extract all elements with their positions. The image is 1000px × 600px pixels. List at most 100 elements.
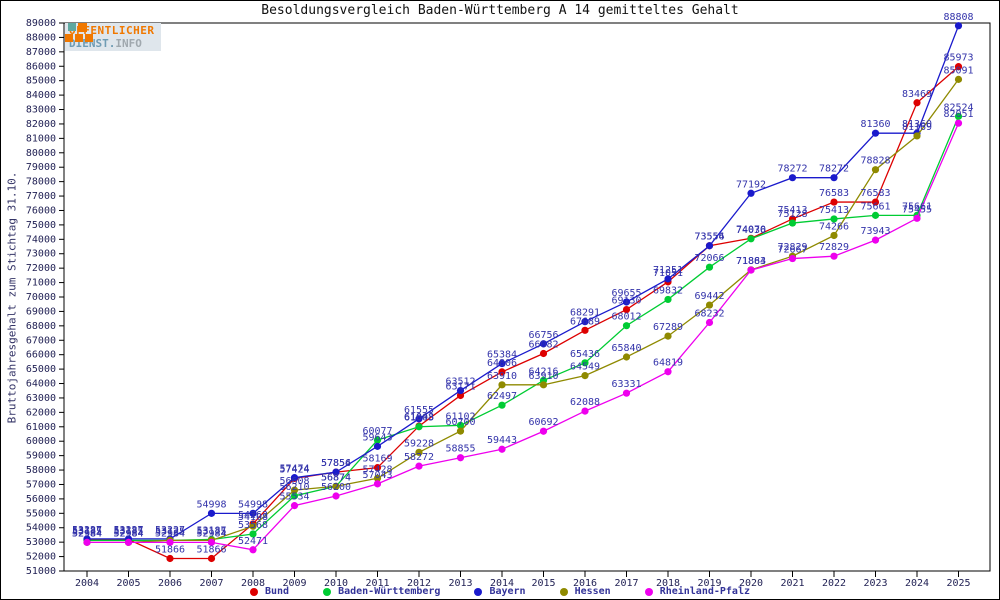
point-value-label: 53568 [238, 520, 268, 531]
point-value-label: 59643 [362, 432, 392, 443]
data-point [539, 340, 548, 348]
x-tick-label: 2017 [614, 578, 638, 589]
point-value-label: 73943 [860, 226, 890, 237]
data-point [83, 538, 91, 546]
y-tick-label: 54000 [26, 523, 56, 534]
logo-line2a: DIENST. [69, 37, 116, 50]
data-point [705, 318, 714, 327]
legend-item-rheinland-pfalz: Rheinland-Pfalz [644, 586, 750, 597]
x-tick-label: 2015 [531, 578, 555, 589]
data-point [664, 275, 672, 283]
y-tick-label: 68000 [26, 321, 56, 332]
y-tick-label: 87000 [26, 47, 56, 58]
y-tick-label: 59000 [26, 451, 56, 462]
data-point [249, 509, 257, 517]
point-value-label: 64806 [487, 358, 517, 369]
series-hessen [83, 75, 963, 546]
logo-line1: ÖFFENTLICHER [69, 24, 155, 37]
data-point [830, 198, 838, 206]
y-tick-label: 71000 [26, 278, 56, 289]
data-point [456, 386, 465, 395]
data-point [913, 214, 921, 222]
point-value-label: 53125 [196, 526, 226, 537]
data-point [415, 415, 423, 423]
data-labels: 53187 53187 51866 51866 54263 57424 57854 58169… [72, 12, 974, 556]
x-tick-label: 2004 [75, 578, 99, 589]
data-point [415, 448, 423, 456]
data-point [705, 301, 714, 309]
x-tick-label: 2022 [822, 578, 846, 589]
point-value-label: 52984 [155, 528, 185, 539]
data-point [207, 554, 216, 563]
point-value-label: 56608 [279, 476, 309, 487]
point-value-label: 81360 [860, 119, 890, 130]
legend-marker [474, 587, 483, 596]
legend: Bund Baden-Württemberg Bayern Hessen Rheinla… [1, 586, 999, 597]
legend-label: Bayern [489, 586, 526, 597]
x-tick-label: 2008 [241, 578, 265, 589]
point-value-label: 67689 [570, 316, 600, 327]
x-tick-label: 2016 [573, 578, 597, 589]
data-point [290, 492, 299, 500]
point-value-label: 81169 [902, 122, 932, 133]
series-bayern [83, 22, 963, 543]
point-value-label: 60700 [445, 417, 475, 428]
point-value-label: 53227 [72, 525, 102, 536]
point-value-label: 57474 [279, 464, 309, 475]
x-tick-label: 2023 [863, 578, 887, 589]
data-point [456, 427, 465, 435]
point-value-label: 55534 [279, 492, 309, 503]
data-point [539, 349, 548, 358]
y-tick-label: 85000 [26, 76, 56, 87]
point-value-label: 63910 [528, 371, 558, 382]
legend-item-baden-w-rttemberg: Baden-Württemberg [323, 586, 440, 597]
y-tick-label: 60000 [26, 436, 56, 447]
x-axis: 2004 2005 2006 2007 2008 2009 2010 2011 2012 2013… [75, 571, 971, 589]
data-point [290, 502, 299, 510]
point-value-label: 68291 [570, 308, 600, 319]
point-value-label: 58272 [404, 452, 434, 463]
y-tick-label: 70000 [26, 292, 56, 303]
data-point [249, 546, 257, 554]
point-value-label: 53187 [196, 525, 226, 536]
y-tick-label: 80000 [26, 148, 56, 159]
data-point [249, 522, 257, 530]
y-tick-label: 76000 [26, 205, 56, 216]
y-tick-label: 55000 [26, 508, 56, 519]
point-value-label: 75413 [777, 205, 807, 216]
y-tick-label: 72000 [26, 263, 56, 274]
point-value-label: 53125 [155, 526, 185, 537]
legend-label: Rheinland-Pfalz [659, 586, 750, 597]
point-value-label: 52984 [113, 528, 143, 539]
data-point [456, 421, 465, 429]
point-value-label: 65840 [611, 343, 641, 354]
point-value-label: 85091 [943, 65, 973, 76]
point-value-label: 74036 [736, 225, 766, 236]
data-point [415, 462, 423, 470]
data-point [871, 236, 880, 244]
data-point [622, 305, 631, 314]
y-tick-label: 78000 [26, 177, 56, 188]
y-tick-label: 89000 [26, 18, 56, 29]
point-value-label: 77192 [736, 179, 766, 190]
data-point [830, 215, 838, 223]
x-tick-label: 2013 [448, 578, 472, 589]
point-value-label: 60077 [362, 426, 392, 437]
data-point [788, 174, 797, 182]
data-point [705, 263, 714, 271]
data-point [954, 75, 963, 83]
point-value-label: 63331 [611, 379, 641, 390]
x-tick-label: 2014 [490, 578, 514, 589]
point-value-label: 85973 [943, 53, 973, 64]
point-value-label: 75128 [777, 209, 807, 220]
data-point [913, 132, 921, 140]
data-point [954, 119, 963, 127]
point-value-label: 56210 [279, 482, 309, 493]
y-tick-label: 67000 [26, 335, 56, 346]
point-value-label: 72829 [777, 242, 807, 253]
point-value-label: 74070 [736, 224, 766, 235]
point-value-label: 73556 [694, 232, 724, 243]
legend-label: Hessen [574, 586, 611, 597]
legend-label: Bund [264, 586, 290, 597]
